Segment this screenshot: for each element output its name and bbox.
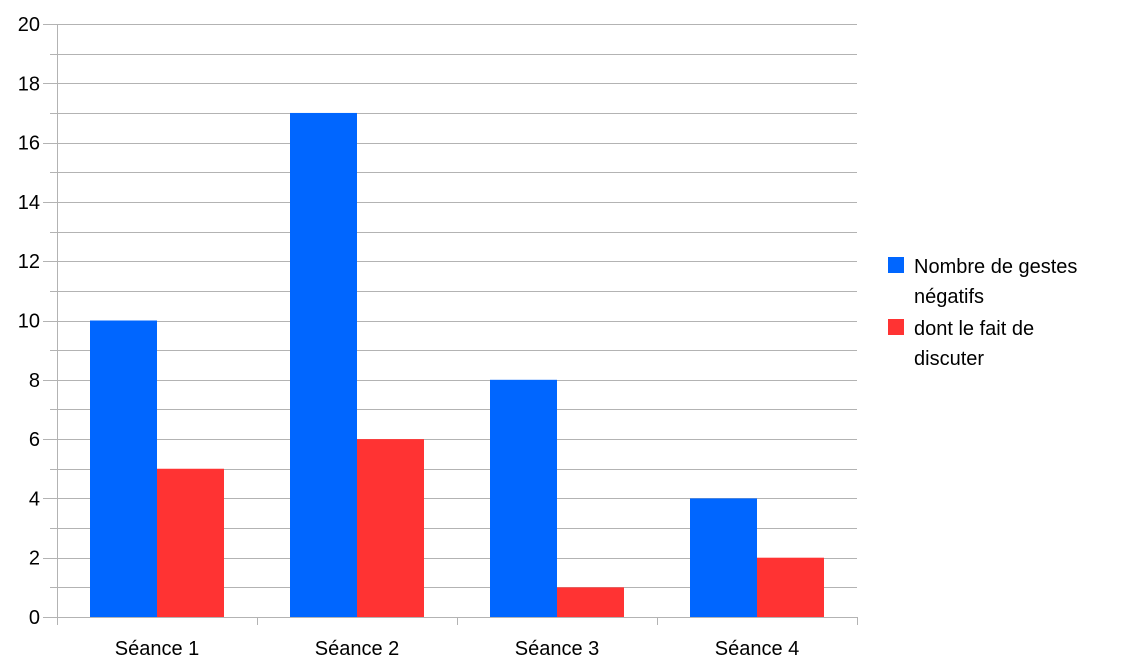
bar-series-2: [557, 587, 624, 617]
x-tick-label: Séance 2: [315, 638, 400, 660]
y-tick-label: 12: [18, 251, 40, 273]
y-tick-label: 18: [18, 73, 40, 95]
y-tick-label: 0: [29, 607, 40, 629]
legend-item-series-1: Nombre de gestes négatifs: [888, 252, 1113, 312]
x-tick-label: Séance 4: [715, 638, 800, 660]
legend-label-series-2: dont le fait de discuter: [914, 318, 1035, 370]
bar-series-1: [690, 498, 757, 617]
bars: [90, 112, 824, 617]
x-tick-labels: Séance 1 Séance 2 Séance 3 Séance 4: [115, 638, 800, 660]
bar-series-1: [90, 320, 157, 617]
bar-series-2: [157, 468, 224, 617]
bar-series-1: [290, 112, 357, 617]
y-tick-labels: 0 2 4 6 8 10 12 14 16 18 20: [18, 14, 40, 629]
x-tick-label: Séance 3: [515, 638, 600, 660]
legend-swatch-series-2: [888, 319, 904, 335]
bar-series-1: [490, 379, 557, 617]
y-tick-label: 4: [29, 488, 40, 510]
legend-label-series-1: Nombre de gestes négatifs: [914, 256, 1078, 308]
y-tick-label: 10: [18, 311, 40, 333]
axes: [43, 24, 858, 625]
y-tick-label: 6: [29, 429, 40, 451]
y-tick-label: 14: [18, 192, 40, 214]
x-tick-label: Séance 1: [115, 638, 200, 660]
y-tick-label: 8: [29, 370, 40, 392]
y-tick-label: 2: [29, 548, 40, 570]
y-tick-label: 20: [18, 14, 40, 36]
legend-swatch-series-1: [888, 257, 904, 273]
bar-series-2: [357, 439, 424, 617]
y-tick-label: 16: [18, 133, 40, 155]
legend-item-series-2: dont le fait de discuter: [888, 314, 1113, 374]
bar-series-2: [757, 557, 824, 617]
legend: Nombre de gestes négatifs dont le fait d…: [888, 252, 1113, 376]
